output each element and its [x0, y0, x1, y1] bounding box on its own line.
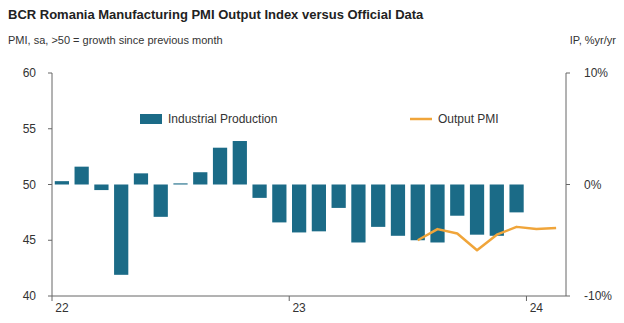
y-tick: [48, 184, 52, 185]
x-tick-label: 24: [530, 301, 544, 315]
bar: [411, 185, 425, 241]
bar: [173, 183, 187, 184]
bar: [292, 185, 306, 233]
bar: [193, 172, 207, 184]
y-tick: [48, 240, 52, 241]
y-tick: [48, 296, 52, 297]
bar: [450, 185, 464, 216]
x-tick-label: 22: [55, 301, 69, 315]
plot-area: [55, 141, 556, 275]
y-tick-label: 55: [23, 122, 37, 136]
y2-tick-label: -10%: [584, 289, 612, 303]
bar: [75, 167, 89, 185]
y-tick-label: 40: [23, 289, 37, 303]
y-tick-label: 45: [23, 233, 37, 247]
x-tick: [526, 296, 527, 301]
y-tick-label: 50: [23, 178, 37, 192]
legend-swatch: [410, 118, 432, 121]
bar: [470, 185, 484, 235]
legend-label: Industrial Production: [168, 112, 277, 126]
bar: [114, 185, 128, 275]
bar: [55, 181, 69, 184]
y2-axis-label: IP, %yr/yr: [570, 34, 617, 46]
y-tick: [48, 73, 52, 74]
bar: [391, 185, 405, 236]
y-tick: [48, 128, 52, 129]
bar: [154, 185, 168, 217]
bar: [332, 185, 346, 208]
legend-label: Output PMI: [438, 112, 499, 126]
y2-tick: [566, 73, 570, 74]
bar: [430, 185, 444, 243]
y-axis-label: PMI, sa, >50 = growth since previous mon…: [8, 34, 223, 46]
y2-tick-label: 10%: [584, 66, 608, 80]
line: [418, 227, 556, 250]
bar: [213, 148, 227, 185]
y2-tick-label: 0%: [584, 178, 602, 192]
bar: [252, 185, 266, 198]
x-tick: [52, 296, 53, 301]
bar: [312, 185, 326, 232]
bar: [371, 185, 385, 227]
x-tick-label: 23: [292, 301, 306, 315]
bar: [233, 141, 247, 184]
title: BCR Romania Manufacturing PMI Output Ind…: [8, 7, 424, 22]
bar: [272, 185, 286, 223]
bar: [351, 185, 365, 243]
legend-swatch: [140, 114, 162, 124]
bar: [94, 185, 108, 191]
bar: [134, 173, 148, 184]
y2-tick: [566, 296, 570, 297]
chart: BCR Romania Manufacturing PMI Output Ind…: [0, 0, 624, 323]
bar: [509, 185, 523, 213]
y-tick-label: 60: [23, 66, 37, 80]
bar: [490, 185, 504, 236]
y2-tick: [566, 184, 570, 185]
x-axis-line: [52, 296, 566, 297]
x-tick: [289, 296, 290, 301]
